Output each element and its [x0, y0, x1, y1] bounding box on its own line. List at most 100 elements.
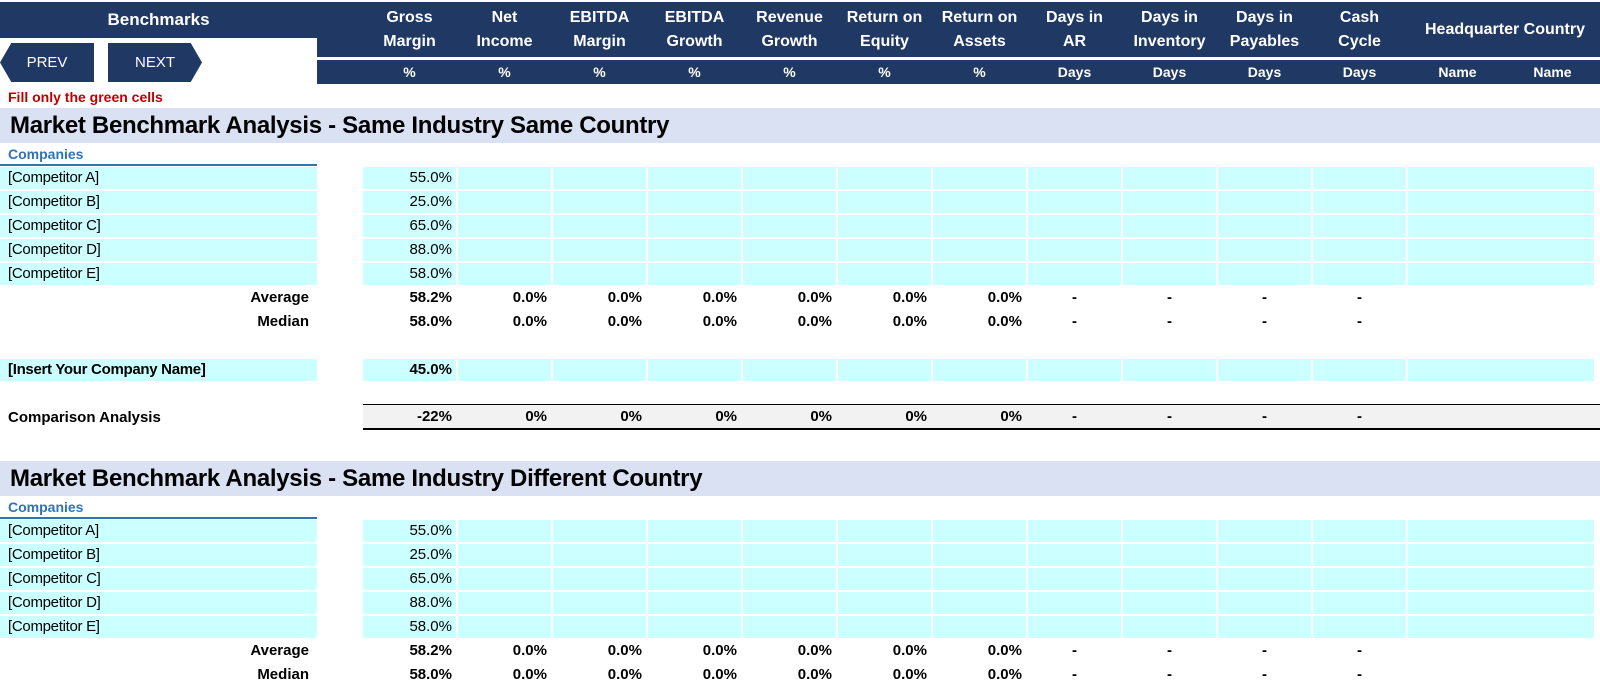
input-cell[interactable] [1123, 568, 1216, 590]
input-cell[interactable] [553, 592, 646, 614]
input-cell[interactable] [933, 239, 1026, 261]
input-cell[interactable] [1028, 263, 1121, 285]
input-cell[interactable] [743, 616, 836, 638]
input-cell[interactable] [1028, 167, 1121, 189]
input-cell[interactable] [933, 568, 1026, 590]
input-cell[interactable] [933, 191, 1026, 213]
input-cell[interactable] [1028, 544, 1121, 566]
input-cell[interactable] [933, 520, 1026, 542]
input-cell[interactable] [1313, 544, 1406, 566]
input-cell[interactable] [553, 239, 646, 261]
input-cell[interactable] [1218, 568, 1311, 590]
input-cell[interactable] [1123, 263, 1216, 285]
input-cell[interactable] [458, 191, 551, 213]
input-cell[interactable]: 25.0% [363, 191, 456, 213]
competitor-row-label[interactable]: [Competitor C] [0, 215, 317, 237]
input-cell[interactable] [1218, 263, 1311, 285]
input-cell[interactable] [1123, 544, 1216, 566]
input-cell[interactable] [458, 359, 551, 381]
input-cell[interactable] [1028, 520, 1121, 542]
input-cell[interactable] [1123, 191, 1216, 213]
input-cell[interactable] [743, 215, 836, 237]
input-cell[interactable] [1313, 568, 1406, 590]
input-cell[interactable] [743, 239, 836, 261]
competitor-row-label[interactable]: [Competitor B] [0, 191, 317, 213]
input-cell[interactable] [838, 359, 931, 381]
input-cell[interactable] [648, 520, 741, 542]
input-cell[interactable] [458, 520, 551, 542]
input-cell[interactable] [648, 263, 741, 285]
input-cell[interactable] [1218, 167, 1311, 189]
input-cell-hq[interactable] [1408, 191, 1594, 213]
input-cell-hq[interactable] [1408, 544, 1594, 566]
competitor-row-label[interactable]: [Competitor A] [0, 167, 317, 189]
input-cell[interactable] [1028, 239, 1121, 261]
input-cell[interactable] [933, 215, 1026, 237]
input-cell[interactable] [1313, 215, 1406, 237]
input-cell[interactable] [743, 520, 836, 542]
input-cell[interactable] [1028, 568, 1121, 590]
input-cell[interactable] [1123, 167, 1216, 189]
input-cell[interactable]: 45.0% [363, 359, 456, 381]
input-cell[interactable] [648, 167, 741, 189]
competitor-row-label[interactable]: [Competitor D] [0, 592, 317, 614]
input-cell[interactable] [648, 191, 741, 213]
input-cell[interactable] [933, 359, 1026, 381]
input-cell-hq[interactable] [1408, 263, 1594, 285]
input-cell[interactable] [1028, 359, 1121, 381]
input-cell[interactable] [458, 568, 551, 590]
input-cell[interactable] [838, 592, 931, 614]
input-cell[interactable] [1028, 616, 1121, 638]
input-cell[interactable] [1218, 215, 1311, 237]
input-cell[interactable] [458, 616, 551, 638]
company-row-label[interactable]: [Insert Your Company Name] [0, 359, 317, 381]
input-cell[interactable] [743, 592, 836, 614]
input-cell[interactable] [933, 592, 1026, 614]
competitor-row-label[interactable]: [Competitor A] [0, 520, 317, 542]
input-cell[interactable] [553, 520, 646, 542]
input-cell[interactable] [553, 544, 646, 566]
input-cell[interactable] [1123, 239, 1216, 261]
input-cell[interactable] [1123, 359, 1216, 381]
input-cell[interactable] [933, 544, 1026, 566]
input-cell[interactable] [458, 215, 551, 237]
competitor-row-label[interactable]: [Competitor D] [0, 239, 317, 261]
input-cell[interactable]: 65.0% [363, 568, 456, 590]
input-cell[interactable] [553, 263, 646, 285]
input-cell[interactable]: 65.0% [363, 215, 456, 237]
input-cell[interactable] [838, 191, 931, 213]
input-cell-hq[interactable] [1408, 568, 1594, 590]
competitor-row-label[interactable]: [Competitor E] [0, 263, 317, 285]
input-cell[interactable] [743, 544, 836, 566]
input-cell[interactable] [743, 167, 836, 189]
input-cell[interactable]: 88.0% [363, 239, 456, 261]
input-cell[interactable] [838, 568, 931, 590]
input-cell[interactable] [553, 191, 646, 213]
input-cell[interactable]: 55.0% [363, 167, 456, 189]
input-cell[interactable] [1218, 239, 1311, 261]
input-cell[interactable] [1218, 544, 1311, 566]
input-cell[interactable] [458, 544, 551, 566]
input-cell[interactable] [1123, 520, 1216, 542]
input-cell[interactable] [1313, 239, 1406, 261]
input-cell-hq[interactable] [1408, 359, 1594, 381]
input-cell[interactable] [743, 359, 836, 381]
input-cell[interactable] [1313, 592, 1406, 614]
input-cell[interactable]: 88.0% [363, 592, 456, 614]
input-cell[interactable] [553, 215, 646, 237]
input-cell[interactable] [1028, 191, 1121, 213]
input-cell[interactable] [838, 215, 931, 237]
competitor-row-label[interactable]: [Competitor B] [0, 544, 317, 566]
input-cell[interactable] [648, 359, 741, 381]
input-cell[interactable] [1123, 616, 1216, 638]
input-cell-hq[interactable] [1408, 616, 1594, 638]
input-cell[interactable] [838, 239, 931, 261]
input-cell[interactable] [648, 544, 741, 566]
input-cell[interactable] [648, 592, 741, 614]
input-cell[interactable] [1313, 520, 1406, 542]
competitor-row-label[interactable]: [Competitor E] [0, 616, 317, 638]
input-cell[interactable] [743, 263, 836, 285]
input-cell[interactable] [648, 616, 741, 638]
input-cell[interactable] [648, 239, 741, 261]
input-cell[interactable] [1313, 263, 1406, 285]
